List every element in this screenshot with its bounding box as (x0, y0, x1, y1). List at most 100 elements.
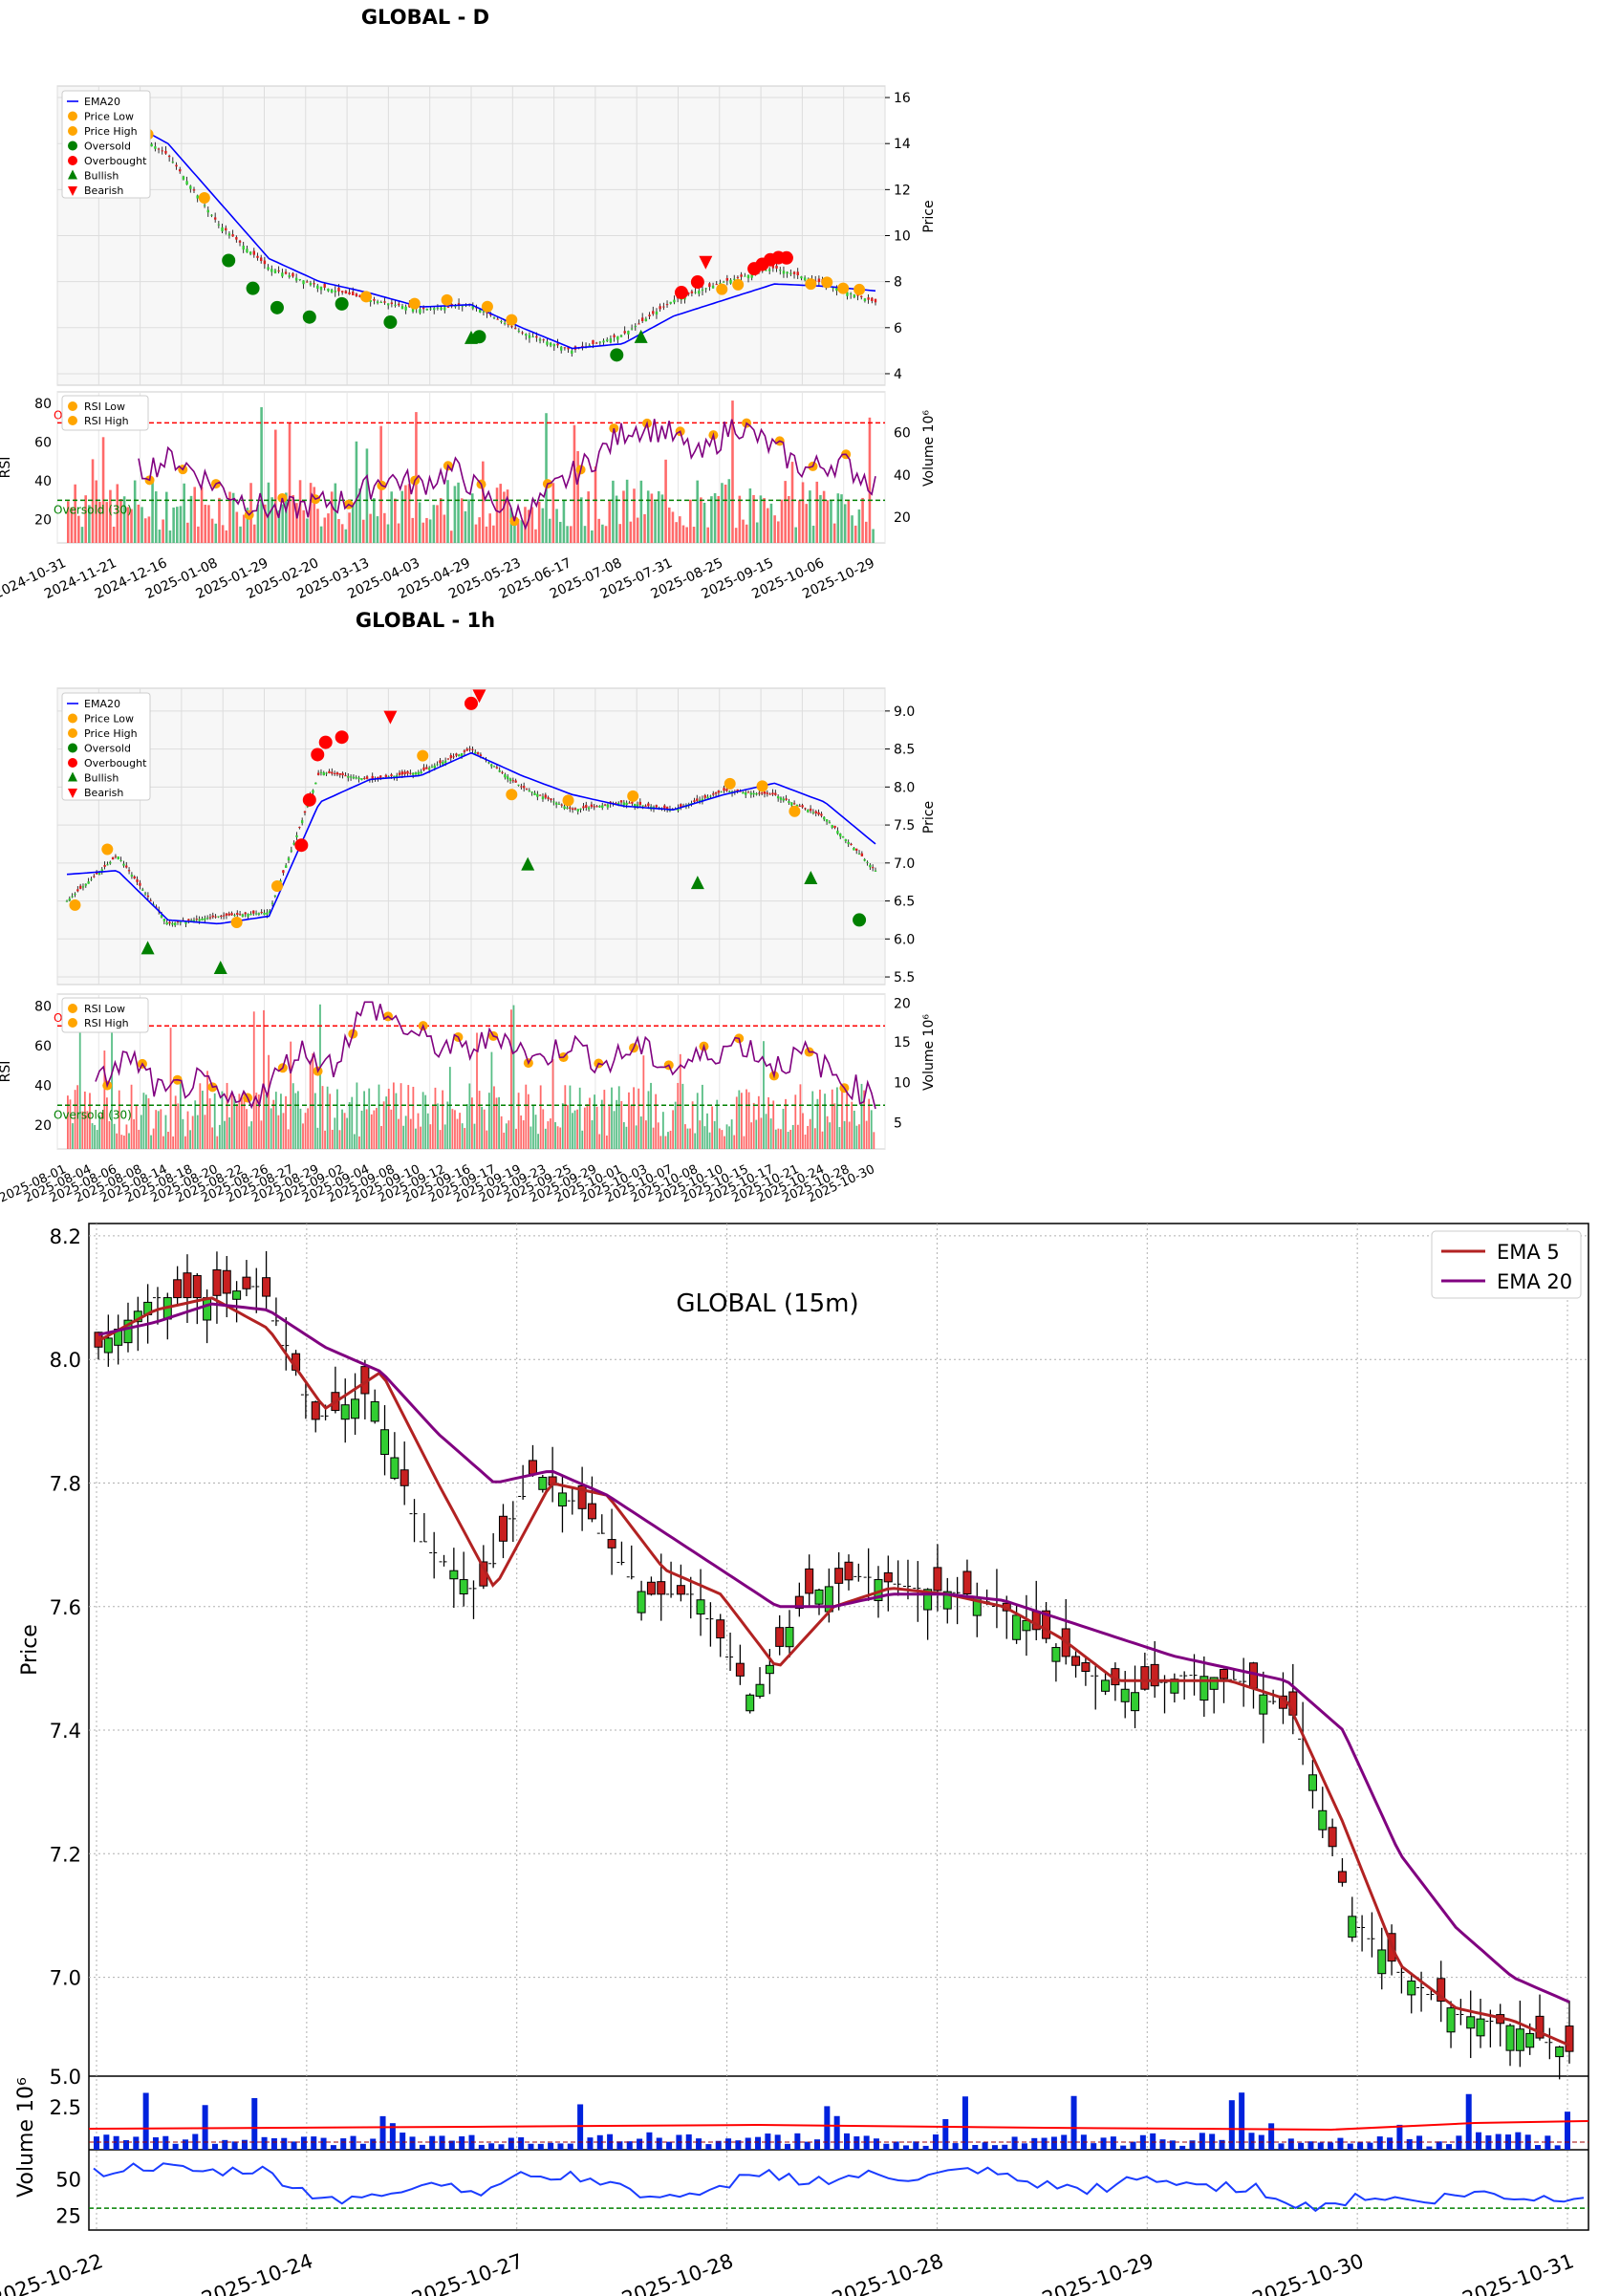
volume-bar (88, 505, 91, 543)
volume-bar (261, 2136, 268, 2150)
volume-bar (130, 1084, 133, 1149)
volume-bar (811, 1091, 814, 1149)
volume-bar (1239, 2092, 1245, 2150)
candle-body (825, 819, 829, 822)
candle-body (267, 267, 270, 271)
volume-bar (643, 513, 646, 543)
volume-bar (1376, 2136, 1383, 2150)
volume-bar (787, 1131, 789, 1149)
candle-body (648, 314, 651, 316)
candle-body (1505, 2025, 1515, 2051)
candle-body (344, 291, 348, 293)
candle-body (400, 306, 404, 310)
candle-body (414, 772, 418, 775)
candle-body (857, 853, 861, 855)
volume-bar (319, 1004, 321, 1149)
candle-body (192, 189, 196, 191)
candle-body (173, 1279, 183, 1299)
candle-body (577, 1484, 587, 1509)
candle-body (351, 1398, 360, 1419)
candle-body (230, 913, 233, 916)
volume-bar (675, 522, 678, 543)
candle-body (241, 914, 245, 918)
volume-bar (1476, 2132, 1482, 2150)
legend-box (61, 692, 151, 801)
candle-body (495, 767, 499, 769)
overbought-marker (465, 696, 478, 710)
volume-bar (541, 508, 545, 543)
volume-bar (363, 1091, 365, 1149)
volume-bar (108, 1120, 111, 1149)
volume-bar (1011, 2136, 1018, 2150)
candle-body (288, 274, 291, 277)
volume-bar (594, 466, 597, 543)
volume-bar (893, 2141, 899, 2150)
volume-bar (242, 514, 246, 543)
volume-bar (113, 1123, 116, 1149)
volume-bar (664, 1136, 667, 1149)
volume-bar (67, 501, 70, 543)
candle-body (538, 1477, 548, 1490)
volume-bar (326, 1086, 329, 1149)
volume-bar (319, 526, 323, 543)
candle-body (227, 913, 230, 916)
legend-marker (68, 186, 77, 196)
candle-body (312, 790, 314, 793)
volume-bar (492, 525, 495, 543)
volume-bar (451, 1109, 454, 1149)
candle-body (212, 1268, 222, 1296)
candle-body (208, 917, 212, 919)
candle-body (746, 274, 750, 279)
volume-bar (922, 2145, 929, 2150)
volume-bar (498, 1096, 500, 1149)
volume-bar (636, 517, 639, 543)
candle-body (520, 786, 523, 788)
panel-title: GLOBAL - 1h (356, 609, 495, 632)
rsi-tick-label: 50 (55, 2169, 81, 2192)
volume-bar (1110, 2136, 1116, 2150)
legend-text: Price High (84, 125, 138, 138)
volume-bar (524, 507, 527, 543)
candle-body (227, 233, 231, 236)
volume-bar (537, 2143, 544, 2150)
volume-bar (77, 515, 80, 543)
candle-body (171, 922, 174, 925)
candle-body (242, 1276, 251, 1289)
volume-bar (664, 459, 667, 543)
candle-body (860, 853, 864, 856)
volume-bar (334, 1117, 336, 1149)
volume-bar (581, 1130, 584, 1149)
volume-bar (137, 504, 140, 543)
volume-bar (263, 1009, 265, 1149)
volume-bar (290, 1041, 292, 1149)
candle-body (340, 291, 344, 292)
volume-bar (843, 2133, 850, 2150)
candle-body (292, 842, 295, 845)
candle-body (81, 886, 85, 888)
volume-bar (130, 509, 133, 543)
legend-marker (68, 713, 77, 724)
volume-bar (595, 1106, 598, 1149)
candle-body (569, 807, 572, 810)
volume-bar (246, 1109, 248, 1149)
x-tick-label: 2025-10-30 (1249, 2249, 1367, 2296)
volume-bar (304, 1113, 307, 1149)
volume-bar (211, 2143, 218, 2150)
volume-bar (672, 1110, 675, 1149)
volume-bar (386, 524, 390, 543)
volume-bar (288, 422, 292, 543)
candle-body (1535, 2015, 1545, 2039)
volume-bar (741, 1093, 743, 1149)
candle-body (606, 339, 609, 341)
volume-bar (488, 513, 491, 543)
candle-body (1565, 2025, 1574, 2052)
candle-body (122, 863, 125, 866)
oversold-label: Oversold (30) (54, 503, 132, 516)
candle-body (114, 856, 118, 857)
volume-bar (569, 526, 573, 543)
candle-body (715, 284, 718, 286)
volume-bar (622, 490, 625, 543)
volume-bar (639, 1116, 642, 1149)
candle-body (322, 772, 325, 776)
volume-bar (617, 1086, 620, 1149)
